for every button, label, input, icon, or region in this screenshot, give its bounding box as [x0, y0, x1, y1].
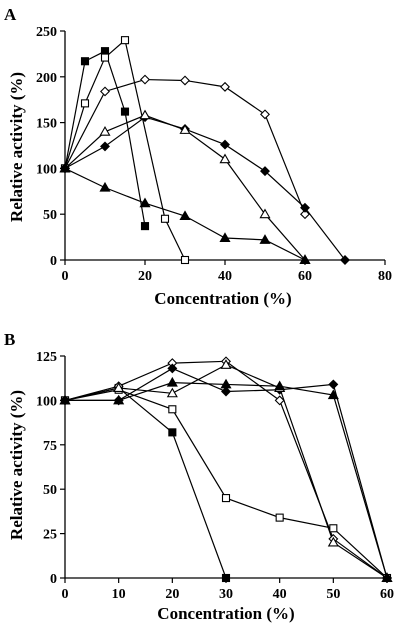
- panel-a-x-tick-label: 0: [62, 269, 69, 284]
- panel-b-label: B: [4, 330, 15, 349]
- panel-a-point-diamond-filled: [340, 255, 350, 265]
- panel-a-point-diamond-open: [100, 86, 110, 97]
- panel-b-point-square-open: [329, 524, 338, 533]
- panel-b-point-triangle-filled: [166, 376, 178, 387]
- panel-a-point-diamond-filled: [260, 166, 270, 177]
- panel-a-point-triangle-open: [259, 208, 271, 219]
- panel-b-y-tick-label: 75: [43, 439, 57, 454]
- panel-a-point-square-filled: [80, 57, 90, 66]
- panel-b-point-square-filled: [221, 573, 231, 583]
- panel-a-y-axis-title: Relative activity (%): [7, 72, 26, 222]
- panel-a-point-square-filled: [120, 107, 130, 116]
- panel-a-x-tick-label: 20: [138, 269, 152, 284]
- panel-b-y-tick-label: 125: [36, 350, 57, 365]
- panel-b-x-tick-label: 30: [219, 587, 233, 602]
- panel-b-x-tick-label: 20: [165, 587, 179, 602]
- panel-b-series-line-square-open: [64, 389, 388, 579]
- panel-a-point-triangle-open: [139, 109, 151, 120]
- panel-a-point-triangle-open: [179, 124, 191, 134]
- panel-a-point-square-open: [160, 214, 170, 223]
- panel-b-point-diamond-filled: [167, 363, 178, 374]
- panel-b-y-tick-label: 0: [50, 572, 57, 587]
- panel-a-point-square-open: [100, 53, 110, 62]
- panel-a-point-diamond-open: [300, 209, 310, 220]
- panel-a-label: A: [4, 5, 17, 24]
- panel-a-point-triangle-filled: [99, 181, 111, 192]
- panel-b-point-square-open: [275, 513, 284, 522]
- panel-a-x-tick-label: 40: [218, 269, 232, 284]
- panel-b-x-tick-label: 40: [273, 587, 287, 602]
- panel-a-point-triangle-open: [219, 153, 231, 164]
- panel-a-y-tick-label: 200: [36, 71, 57, 86]
- panel-a-point-square-open: [80, 99, 90, 108]
- panel-b-point-triangle-filled: [381, 572, 393, 583]
- panel-b-point-square-open: [221, 494, 231, 503]
- panel-a-series-line-triangle-open: [64, 114, 306, 261]
- panel-b-point-diamond-filled: [221, 386, 231, 397]
- panel-b-x-tick-label: 10: [112, 587, 126, 602]
- panel-b-x-tick-label: 50: [326, 587, 340, 602]
- panel-b-chart: B 0 25 50 75 100 125 0 10 20 30 40 50 60 Concentrati…: [4, 330, 394, 623]
- panel-b-y-tick-label: 100: [36, 394, 57, 409]
- panel-a-point-diamond-filled: [300, 202, 310, 213]
- panel-b-point-triangle-open: [220, 359, 232, 369]
- panel-a-point-square-filled: [140, 222, 150, 231]
- panel-b-series-line-square-filled: [64, 387, 227, 579]
- panel-b-y-axis-title: Relative activity (%): [7, 390, 26, 540]
- panel-a-point-triangle-filled: [259, 234, 271, 244]
- panel-a-point-square-open: [120, 36, 130, 45]
- panel-b-point-triangle-filled: [113, 394, 125, 405]
- panel-b-point-triangle-filled: [59, 394, 71, 405]
- panel-b-point-triangle-open: [327, 536, 339, 547]
- panel-a-point-diamond-filled: [220, 139, 230, 150]
- panel-b-point-triangle-open: [166, 387, 178, 398]
- panel-a-x-axis-title: Concentration (%): [154, 289, 291, 308]
- panel-a-point-diamond-open: [180, 75, 190, 86]
- panel-a-y-tick-label: 250: [36, 25, 57, 40]
- panel-a-series-line-square-open: [64, 39, 186, 261]
- panel-b-x-tick-label: 60: [380, 587, 394, 602]
- panel-a-point-diamond-open: [140, 74, 150, 85]
- panel-a-point-triangle-filled: [59, 162, 71, 173]
- panel-b-point-triangle-filled: [327, 389, 339, 400]
- panel-b-y-tick-label: 50: [43, 483, 57, 498]
- panel-a-y-tick-label: 0: [50, 254, 57, 269]
- panel-a-series-line-diamond-filled: [64, 116, 346, 261]
- panel-b-series-line-triangle-open: [64, 364, 388, 579]
- panel-b-point-diamond-open: [274, 395, 285, 406]
- panel-b-point-triangle-filled: [274, 380, 286, 391]
- panel-b-point-triangle-filled: [220, 378, 232, 389]
- panel-a-x-tick-label: 60: [298, 269, 312, 284]
- panel-a-point-triangle-filled: [139, 197, 151, 208]
- panel-a-x-tick-label: 80: [378, 269, 392, 284]
- panel-a-point-triangle-filled: [299, 254, 311, 265]
- panel-a-point-diamond-open: [260, 109, 270, 120]
- panel-b-point-diamond-filled: [328, 379, 339, 390]
- panel-b-x-axis-title: Concentration (%): [157, 604, 294, 623]
- panel-a-point-diamond-open: [220, 81, 230, 92]
- panel-a-point-triangle-open: [99, 126, 111, 136]
- panel-b-y-tick-label: 25: [43, 528, 57, 543]
- panel-a-y-tick-label: 100: [36, 162, 57, 177]
- panel-a-y-tick-label: 50: [43, 208, 57, 223]
- panel-b-x-tick-label: 0: [62, 587, 69, 602]
- panel-b-point-square-open: [168, 405, 177, 414]
- panel-b-point-triangle-open: [113, 382, 125, 392]
- panel-b-point-square-filled: [168, 428, 177, 437]
- panel-b-series-line-triangle-filled: [65, 382, 388, 579]
- panel-a-point-triangle-filled: [179, 210, 191, 221]
- panel-a-point-triangle-filled: [219, 232, 231, 243]
- panel-a-point-square-open: [180, 255, 190, 265]
- panel-a-chart: A 0 50 100 150 200 250 0 20 40 60 80 Concentration…: [4, 5, 392, 308]
- panel-a-point-diamond-filled: [100, 141, 110, 152]
- panel-a-y-tick-label: 150: [36, 117, 57, 132]
